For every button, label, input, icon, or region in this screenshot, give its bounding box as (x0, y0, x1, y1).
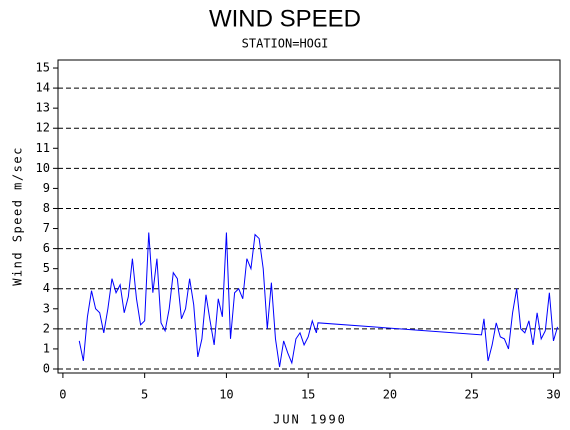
y-tick-label: 8 (43, 201, 50, 215)
y-tick-label: 4 (43, 281, 50, 295)
x-tick-label: 10 (219, 388, 233, 402)
y-tick-label: 14 (36, 81, 50, 95)
x-tick-label: 20 (383, 388, 397, 402)
y-tick-label: 15 (36, 61, 50, 75)
y-tick-label: 6 (43, 241, 50, 255)
chart-title: WIND SPEED (209, 5, 361, 32)
y-tick-label: 3 (43, 301, 50, 315)
x-tick-label: 15 (301, 388, 315, 402)
y-tick-label: 10 (36, 161, 50, 175)
x-tick-label: 25 (464, 388, 478, 402)
chart-subtitle: STATION=HOGI (242, 37, 329, 51)
y-tick-label: 9 (43, 181, 50, 195)
y-tick-label: 1 (43, 341, 50, 355)
x-tick-label: 5 (141, 388, 148, 402)
y-tick-label: 12 (36, 121, 50, 135)
y-tick-label: 5 (43, 261, 50, 275)
y-axis-label: Wind Speed m/sec (11, 146, 25, 286)
x-tick-label: 0 (59, 388, 66, 402)
y-tick-label: 0 (43, 361, 50, 375)
plot-frame (57, 59, 561, 374)
x-axis-label: JUN 1990 (273, 413, 347, 427)
x-tick-label: 30 (546, 388, 560, 402)
y-tick-label: 2 (43, 321, 50, 335)
wind-speed-line (78, 232, 559, 368)
y-tick-label: 11 (36, 141, 50, 155)
y-tick-label: 13 (36, 101, 50, 115)
y-tick-label: 7 (43, 221, 50, 235)
